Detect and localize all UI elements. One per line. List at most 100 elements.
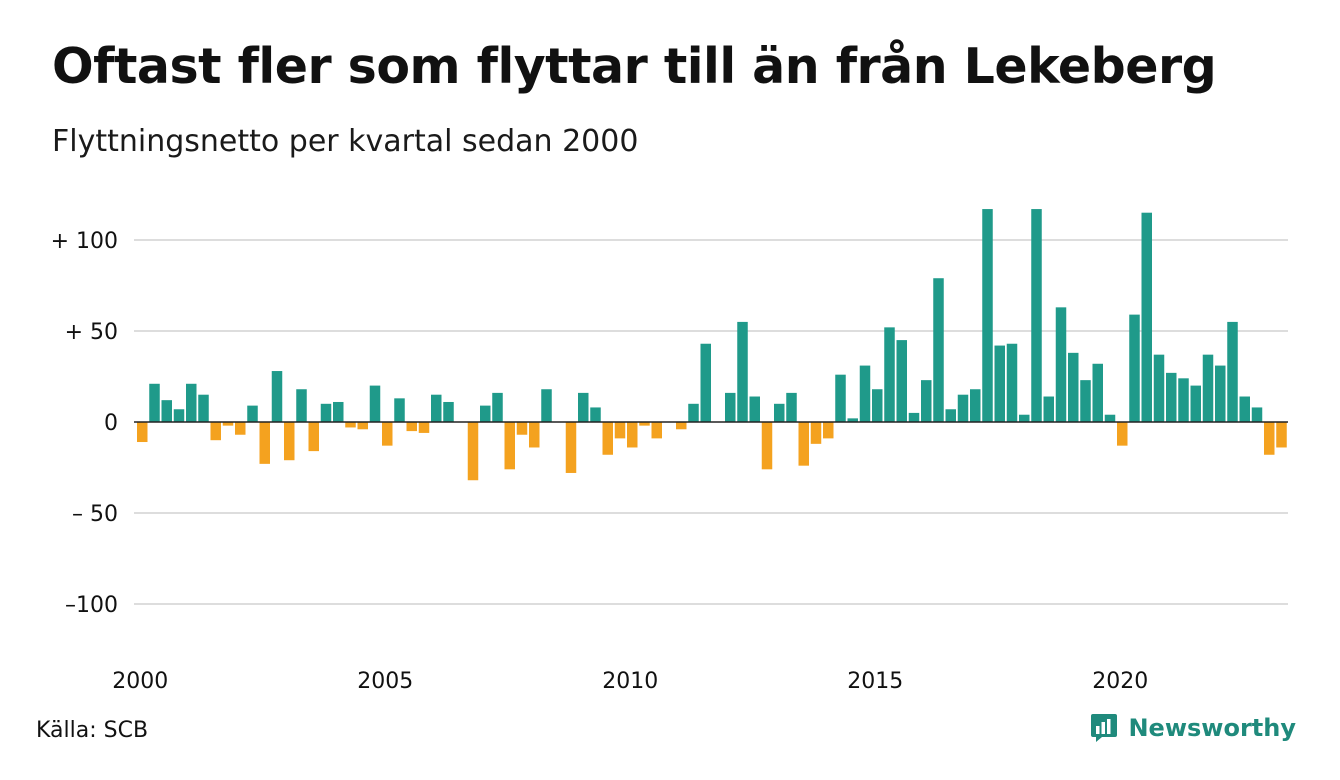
bar (1104, 414, 1116, 422)
bar (284, 422, 295, 461)
brand-logo: Newsworthy (1088, 712, 1296, 744)
bar (627, 422, 638, 448)
bar (235, 422, 246, 435)
bar (1043, 396, 1054, 422)
bar (161, 400, 172, 422)
bar (1055, 307, 1067, 422)
bar (737, 321, 748, 422)
bar (1227, 321, 1238, 422)
bar (333, 401, 344, 422)
bar (504, 422, 515, 470)
bar (529, 422, 540, 448)
bar (921, 380, 932, 422)
bar (651, 422, 662, 439)
x-tick-label: 2005 (357, 669, 413, 694)
bar (1019, 414, 1030, 422)
x-tick-label: 2015 (847, 669, 903, 694)
bar (908, 412, 920, 422)
bar (382, 422, 393, 446)
bar (1141, 212, 1152, 422)
bar (957, 394, 969, 422)
bar (1239, 396, 1250, 422)
gridlines (134, 239, 1288, 605)
x-axis-tick-labels: 2000 2005 2010 2015 2020 (112, 669, 1148, 694)
y-tick-label: 0 (104, 411, 118, 436)
bar (357, 422, 368, 430)
bar (1080, 380, 1091, 422)
bar (1251, 407, 1263, 422)
x-tick-label: 2010 (602, 669, 658, 694)
bar (884, 327, 895, 422)
bar (308, 422, 319, 452)
bar (222, 422, 234, 426)
bar (1117, 422, 1128, 446)
bar (394, 398, 405, 422)
bar (774, 403, 785, 422)
bar (1276, 422, 1287, 448)
bar (749, 396, 760, 422)
bar (369, 385, 381, 422)
bar (565, 422, 577, 473)
y-tick-label: + 100 (51, 229, 118, 254)
bar (1202, 354, 1214, 422)
y-tick-label: –100 (65, 593, 118, 618)
bar (173, 409, 185, 422)
bar (186, 383, 197, 422)
chart-speech-bubble-icon (1091, 714, 1118, 742)
bar (688, 403, 699, 422)
bar (247, 405, 258, 422)
bar (149, 383, 160, 422)
y-tick-label: + 50 (65, 320, 118, 345)
bar (933, 278, 944, 422)
bar (1153, 354, 1165, 422)
bar (823, 422, 834, 439)
x-tick-label: 2020 (1092, 669, 1148, 694)
bar (492, 392, 503, 422)
bar (1031, 209, 1042, 422)
bar (835, 374, 846, 422)
bar (516, 422, 528, 435)
bar (994, 345, 1005, 422)
bar (1166, 372, 1177, 422)
bar (1264, 422, 1275, 455)
bar (798, 422, 809, 466)
chart-title: Oftast fler som flyttar till än från Lek… (52, 38, 1217, 95)
bar (480, 405, 491, 422)
bar (271, 371, 283, 422)
bar (872, 389, 883, 422)
bar (198, 394, 209, 422)
bar (725, 392, 736, 422)
bar (590, 407, 601, 422)
bar (296, 389, 307, 422)
bar (406, 422, 417, 432)
bar (810, 422, 822, 444)
bar (639, 422, 650, 426)
bar (786, 392, 797, 422)
bar (443, 401, 454, 422)
source-note: Källa: SCB (36, 718, 149, 743)
y-axis-tick-labels: + 100 + 50 0 – 50 –100 (51, 229, 118, 618)
bar (970, 389, 981, 422)
bar (1178, 378, 1189, 422)
bar (431, 394, 442, 422)
bar (137, 422, 148, 443)
bar (418, 422, 430, 433)
bar (945, 409, 956, 422)
x-tick-label: 2000 (112, 669, 168, 694)
bar (847, 418, 858, 422)
bar (700, 343, 711, 422)
bars (137, 209, 1287, 481)
bar (541, 389, 552, 422)
bar (859, 365, 871, 422)
bar (676, 422, 687, 430)
bar (345, 422, 356, 428)
bar (982, 209, 993, 422)
bar (467, 422, 479, 481)
bar (1190, 385, 1201, 422)
bar (578, 392, 589, 422)
bar (761, 422, 773, 470)
bar (1006, 343, 1018, 422)
brand-name: Newsworthy (1128, 714, 1296, 742)
bar (602, 422, 613, 455)
